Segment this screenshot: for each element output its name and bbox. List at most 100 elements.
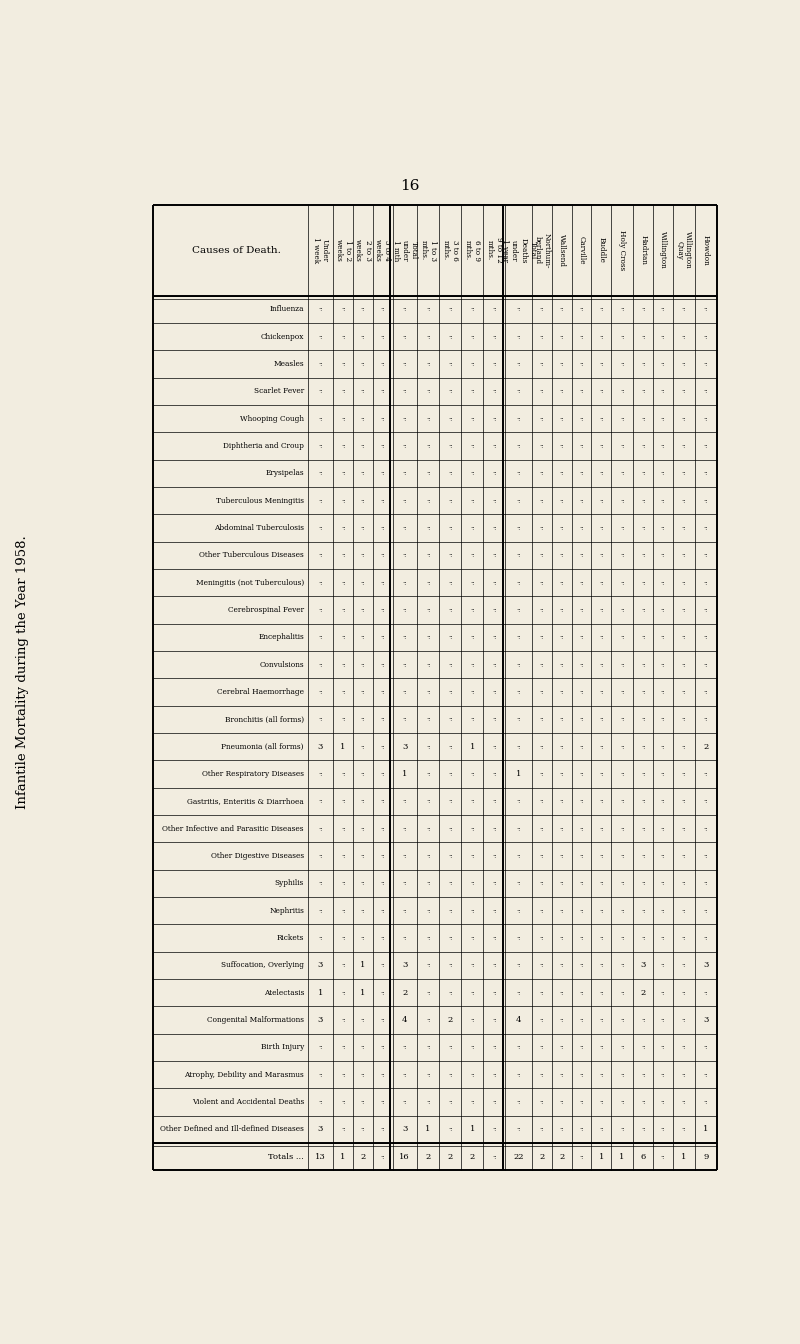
Text: ··: ·· bbox=[579, 1017, 584, 1023]
Text: ··: ·· bbox=[492, 1099, 497, 1105]
Text: :: : bbox=[471, 934, 474, 942]
Text: ··: ·· bbox=[559, 771, 564, 777]
Text: :: : bbox=[600, 961, 602, 969]
Text: 2 to 3
weeks: 2 to 3 weeks bbox=[354, 239, 371, 262]
Text: :: : bbox=[580, 579, 582, 587]
Text: :: : bbox=[541, 715, 543, 723]
Text: :: : bbox=[449, 1098, 451, 1106]
Text: :: : bbox=[600, 551, 602, 559]
Text: ··: ·· bbox=[402, 1099, 407, 1105]
Text: ··: ·· bbox=[620, 962, 625, 968]
Text: ··: ·· bbox=[448, 362, 452, 367]
Text: ··: ·· bbox=[620, 415, 625, 422]
Text: :: : bbox=[518, 879, 520, 887]
Text: :: : bbox=[662, 879, 664, 887]
Text: :: : bbox=[560, 1098, 563, 1106]
Text: ··: ·· bbox=[641, 743, 646, 750]
Text: ··: ·· bbox=[704, 853, 708, 859]
Text: :: : bbox=[662, 797, 664, 805]
Text: ··: ·· bbox=[361, 935, 365, 941]
Text: :: : bbox=[560, 579, 563, 587]
Text: ··: ·· bbox=[470, 880, 474, 886]
Text: ··: ·· bbox=[682, 798, 686, 804]
Text: :: : bbox=[319, 497, 322, 505]
Text: 1: 1 bbox=[516, 770, 522, 778]
Text: ··: ·· bbox=[470, 579, 474, 586]
Text: Tuberculous Meningitis: Tuberculous Meningitis bbox=[216, 497, 304, 505]
Text: ··: ·· bbox=[402, 935, 407, 941]
Text: ··: ·· bbox=[704, 388, 708, 394]
Text: ··: ·· bbox=[682, 1017, 686, 1023]
Text: ··: ·· bbox=[559, 444, 564, 449]
Text: :: : bbox=[403, 907, 406, 915]
Text: ··: ·· bbox=[448, 935, 452, 941]
Text: ··: ·· bbox=[661, 1099, 665, 1105]
Text: :: : bbox=[580, 551, 582, 559]
Text: :: : bbox=[382, 415, 384, 423]
Text: :: : bbox=[342, 989, 345, 997]
Text: ··: ·· bbox=[579, 526, 584, 531]
Text: ··: ·· bbox=[620, 689, 625, 695]
Text: ··: ·· bbox=[599, 825, 603, 832]
Text: ··: ·· bbox=[318, 1099, 322, 1105]
Text: ··: ·· bbox=[579, 1153, 584, 1160]
Text: ··: ·· bbox=[599, 470, 603, 476]
Text: ··: ·· bbox=[620, 470, 625, 476]
Text: :: : bbox=[403, 852, 406, 860]
Text: :: : bbox=[600, 770, 602, 778]
Text: :: : bbox=[426, 661, 430, 669]
Text: 22: 22 bbox=[514, 1153, 524, 1161]
Text: Whooping Cough: Whooping Cough bbox=[240, 415, 304, 423]
Text: ··: ·· bbox=[402, 497, 407, 504]
Text: ··: ·· bbox=[402, 825, 407, 832]
Text: ··: ·· bbox=[661, 661, 665, 668]
Text: :: : bbox=[382, 661, 384, 669]
Text: ··: ·· bbox=[579, 771, 584, 777]
Text: ··: ·· bbox=[661, 552, 665, 558]
Text: :: : bbox=[382, 497, 384, 505]
Text: :: : bbox=[580, 770, 582, 778]
Text: :: : bbox=[662, 579, 664, 587]
Text: ··: ·· bbox=[492, 880, 497, 886]
Text: 1: 1 bbox=[318, 989, 323, 997]
Text: ··: ·· bbox=[381, 579, 385, 586]
Text: ··: ·· bbox=[704, 661, 708, 668]
Text: ··: ·· bbox=[599, 333, 603, 340]
Text: :: : bbox=[342, 442, 345, 450]
Text: ··: ·· bbox=[559, 362, 564, 367]
Text: :: : bbox=[642, 360, 644, 368]
Text: ··: ·· bbox=[517, 743, 521, 750]
Text: :: : bbox=[662, 1098, 664, 1106]
Text: ··: ·· bbox=[381, 526, 385, 531]
Text: :: : bbox=[682, 1043, 685, 1051]
Text: ··: ·· bbox=[682, 333, 686, 340]
Text: ··: ·· bbox=[559, 853, 564, 859]
Text: :: : bbox=[662, 989, 664, 997]
Text: ··: ·· bbox=[341, 907, 346, 914]
Text: :: : bbox=[541, 333, 543, 341]
Text: ··: ·· bbox=[361, 661, 365, 668]
Text: :: : bbox=[319, 852, 322, 860]
Text: ··: ·· bbox=[426, 853, 430, 859]
Text: :: : bbox=[682, 1098, 685, 1106]
Text: ··: ·· bbox=[426, 880, 430, 886]
Text: 2: 2 bbox=[641, 989, 646, 997]
Text: ··: ·· bbox=[540, 880, 544, 886]
Text: :: : bbox=[560, 961, 563, 969]
Text: :: : bbox=[642, 1043, 644, 1051]
Text: ··: ·· bbox=[426, 1044, 430, 1050]
Text: ··: ·· bbox=[540, 825, 544, 832]
Text: :: : bbox=[362, 551, 364, 559]
Text: :: : bbox=[319, 524, 322, 532]
Text: :: : bbox=[541, 387, 543, 395]
Text: ··: ·· bbox=[361, 1099, 365, 1105]
Text: :: : bbox=[471, 524, 474, 532]
Text: :: : bbox=[449, 305, 451, 313]
Text: ··: ·· bbox=[402, 415, 407, 422]
Text: :: : bbox=[580, 1098, 582, 1106]
Text: :: : bbox=[493, 360, 495, 368]
Text: :: : bbox=[426, 797, 430, 805]
Text: :: : bbox=[705, 825, 707, 833]
Text: ··: ·· bbox=[470, 1044, 474, 1050]
Text: :: : bbox=[600, 333, 602, 341]
